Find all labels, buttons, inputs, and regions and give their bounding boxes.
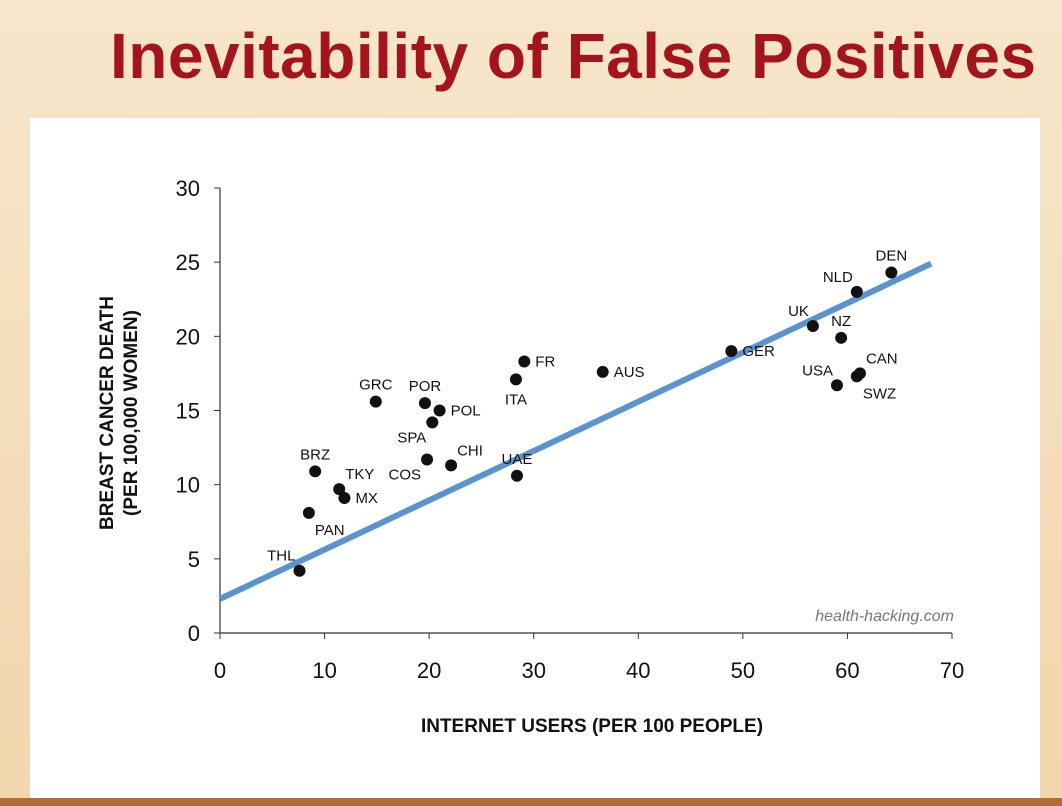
point-label: POL: [451, 403, 481, 420]
point-label: USA: [802, 362, 833, 379]
data-point: [835, 331, 848, 344]
y-tick-label: 25: [176, 250, 200, 275]
point-label: PAN: [315, 522, 345, 539]
data-point: [725, 345, 738, 358]
point-label: POR: [409, 378, 442, 395]
point-label: DEN: [876, 248, 908, 265]
data-point: [426, 416, 439, 429]
data-point: [850, 285, 863, 298]
data-point: [309, 465, 322, 478]
point-label: SPA: [397, 429, 426, 446]
point-label: ITA: [505, 391, 527, 408]
data-point: [418, 397, 431, 410]
data-point: [333, 483, 346, 496]
x-axis-ticks: 0 10 20 30 40 50 60 70: [214, 633, 964, 683]
point-label: CHI: [457, 442, 483, 459]
point-label: FR: [535, 354, 555, 371]
y-axis-ticks: 0 5 10 15 20 25 30: [176, 176, 220, 646]
data-point: [596, 365, 609, 378]
x-tick-label: 70: [940, 658, 964, 683]
data-point: [806, 319, 819, 332]
point-label: SWZ: [863, 385, 896, 402]
chart-credit: health-hacking.com: [815, 608, 954, 625]
point-label: MX: [355, 490, 378, 507]
y-axis-title-line2: (PER 100,000 WOMEN): [121, 310, 142, 516]
data-point: [445, 459, 458, 472]
y-tick-label: 15: [176, 399, 200, 424]
point-label: UAE: [502, 451, 533, 468]
trendline-group: [218, 260, 933, 602]
data-point: [510, 469, 523, 482]
x-tick-label: 10: [312, 658, 336, 683]
y-tick-label: 10: [176, 473, 200, 498]
y-axis-title-line1: BREAST CANCER DEATH: [97, 296, 118, 530]
x-tick-label: 20: [417, 658, 441, 683]
point-label: GER: [742, 343, 775, 360]
data-point: [433, 404, 446, 417]
x-tick-label: 50: [731, 658, 755, 683]
x-tick-label: 30: [521, 658, 545, 683]
data-point: [518, 355, 531, 368]
data-point: [293, 564, 306, 577]
data-point: [421, 453, 434, 466]
point-label: GRC: [359, 377, 393, 394]
y-tick-label: 5: [188, 547, 200, 572]
y-tick-label: 0: [188, 621, 200, 646]
data-point: [509, 373, 522, 386]
point-label: CAN: [866, 350, 898, 367]
slide-bottom-bar: [0, 798, 1062, 806]
data-point: [850, 370, 863, 383]
data-point: [885, 266, 898, 279]
x-axis-title: INTERNET USERS (PER 100 PEOPLE): [421, 716, 763, 737]
data-point: [302, 506, 315, 519]
scatter-chart: 0 10 20 30 40 50 60 70 0 5 10 15 20 25 30 DEN NLD UK NZ C…: [97, 176, 964, 737]
point-label: COS: [389, 466, 422, 483]
point-label: NZ: [831, 313, 851, 330]
x-tick-label: 60: [835, 658, 859, 683]
point-label: TKY: [345, 466, 374, 483]
x-tick-label: 0: [214, 658, 226, 683]
data-point: [338, 492, 351, 505]
trendline: [218, 260, 933, 602]
point-label: BRZ: [300, 446, 330, 463]
data-point: [369, 395, 382, 408]
point-label: NLD: [823, 269, 853, 286]
y-tick-label: 30: [176, 176, 200, 201]
slide-title: Inevitability of False Positives: [110, 20, 1037, 92]
y-tick-label: 20: [176, 324, 200, 349]
chart-axes: [219, 188, 952, 634]
chart-panel: 0 10 20 30 40 50 60 70 0 5 10 15 20 25 30 DEN NLD UK NZ C…: [30, 118, 1040, 798]
point-label: AUS: [614, 364, 645, 381]
data-point: [830, 379, 843, 392]
x-tick-label: 40: [626, 658, 650, 683]
point-labels: DEN NLD UK NZ CAN USA SWZ GER AUS FR ITA UAE GRC POR P…: [267, 248, 907, 565]
data-points: [293, 266, 898, 577]
point-label: THL: [267, 548, 295, 565]
point-label: UK: [788, 303, 809, 320]
